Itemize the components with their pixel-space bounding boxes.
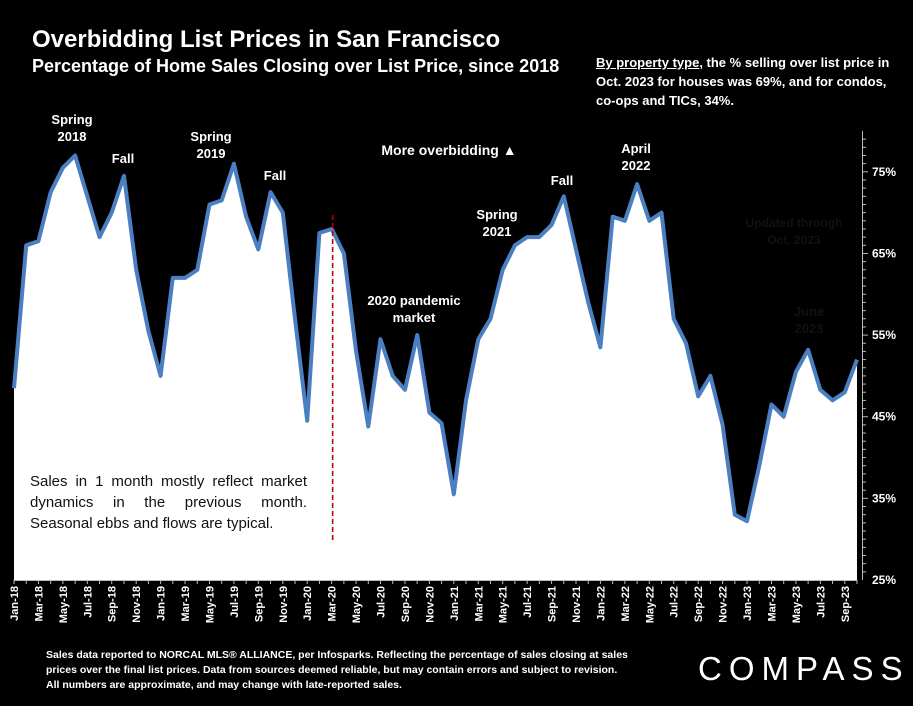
label-fall-2018: Fall	[111, 151, 135, 166]
x-tick-label: Jul-19	[229, 586, 241, 618]
x-tick-label: Jul-23	[815, 586, 827, 618]
label-pandemic-hits: Pandemic hits ▲	[238, 558, 344, 573]
y-tick-label: 45%	[872, 410, 896, 424]
label-april-2022: April 2022	[621, 141, 651, 173]
y-tick-label: 25%	[872, 573, 896, 587]
y-tick-label: 75%	[872, 165, 896, 179]
x-tick-label: Mar-18	[33, 586, 45, 621]
chart-subtitle: Percentage of Home Sales Closing over Li…	[32, 56, 560, 76]
x-tick-label: Nov-22	[718, 586, 730, 623]
label-spring-2018: Spring 2018	[51, 112, 93, 144]
label-updated: Updated through Oct. 2023	[745, 216, 843, 247]
chart-title: Overbidding List Prices in San Francisco	[32, 26, 501, 53]
y-tick-label: 65%	[872, 246, 896, 260]
x-tick-label: Nov-20	[424, 586, 436, 623]
x-tick-label: Jul-18	[82, 586, 94, 618]
x-tick-label: Jul-21	[522, 586, 534, 618]
x-tick-label: Jan-22	[595, 586, 607, 621]
x-tick-label: Jan-19	[156, 586, 168, 621]
x-tick-label: Nov-21	[571, 586, 583, 623]
x-tick-label: Sep-18	[107, 586, 119, 622]
label-pandemic-market: 2020 pandemic market	[367, 293, 461, 325]
x-tick-label: Mar-19	[180, 586, 192, 621]
label-june-2023: June 2023	[793, 304, 825, 336]
x-tick-label: Sep-20	[400, 586, 412, 622]
label-midwinter-2021: Mid- Winter	[433, 505, 475, 537]
label-fall-2021: Fall	[550, 173, 574, 188]
side-explanation: Sales in 1 month mostly reflect market d…	[30, 473, 307, 532]
x-tick-label: Sep-23	[840, 586, 852, 622]
label-midwinter-2022: Mid- Winter	[579, 358, 621, 390]
note-underlined: By property type	[596, 55, 700, 70]
x-tick-label: May-23	[791, 586, 803, 623]
note-text: , the % selling over list price in Oct. …	[596, 55, 890, 108]
x-tick-label: Mar-22	[620, 586, 632, 621]
x-tick-label: Nov-19	[278, 586, 290, 623]
x-tick-label: Jul-20	[376, 586, 388, 618]
x-tick-label: Mar-21	[473, 586, 485, 621]
label-midwinter-2019: Mid- Winter	[137, 394, 179, 426]
x-tick-label: Jan-21	[449, 586, 461, 621]
x-tick-label: May-21	[498, 586, 510, 623]
series-area	[14, 155, 857, 580]
series-line	[12, 153, 859, 524]
label-fall-2019: Fall	[263, 168, 287, 183]
label-more-overbidding: More overbidding ▲	[381, 142, 517, 158]
property-type-note: By property type, the % selling over lis…	[596, 53, 896, 110]
x-tick-label: May-18	[58, 586, 70, 623]
x-tick-label: Jan-23	[742, 586, 754, 621]
x-tick-label: Jan-20	[302, 586, 314, 621]
x-tick-label: May-20	[351, 586, 363, 623]
footer-source: Sales data reported to NORCAL MLS® ALLIA…	[46, 649, 628, 691]
y-tick-label: 35%	[872, 491, 896, 505]
x-tick-label: May-22	[644, 586, 656, 623]
x-tick-label: Mar-20	[327, 586, 339, 621]
x-tick-label: May-19	[204, 586, 216, 623]
compass-logo: COMPASS	[698, 650, 910, 687]
x-tick-label: Nov-18	[131, 586, 143, 623]
x-tick-label: Sep-22	[693, 586, 705, 622]
y-tick-label: 55%	[872, 328, 896, 342]
label-spring-2021: Spring 2021	[476, 207, 518, 239]
label-spring-2019: Spring 2019	[190, 129, 232, 161]
label-midwinter-2023: Mid- Winter	[727, 535, 769, 567]
x-tick-label: Sep-21	[547, 586, 559, 622]
x-tick-label: Sep-19	[253, 586, 265, 622]
x-tick-label: Jul-22	[669, 586, 681, 618]
x-tick-label: Mar-23	[766, 586, 778, 621]
x-tick-label: Jan-18	[9, 586, 21, 621]
label-midwinter-2020: Mid- Winter	[285, 434, 327, 466]
